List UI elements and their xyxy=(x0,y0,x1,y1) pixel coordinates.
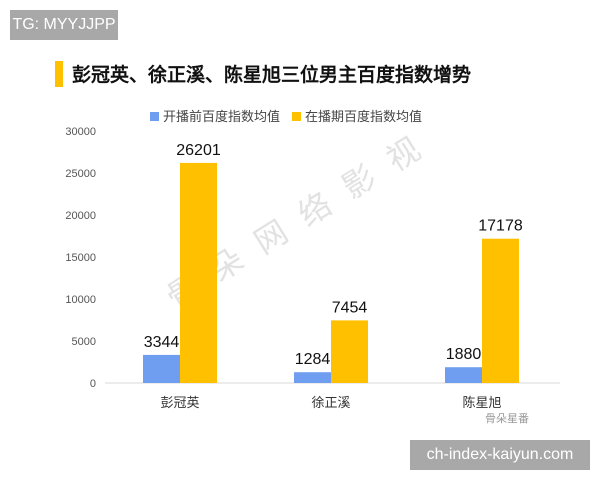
tg-watermark: TG: MYYJJPP xyxy=(10,10,118,40)
data-label: 3344 xyxy=(144,334,180,351)
data-label: 1880 xyxy=(446,346,482,363)
x-tick-label: 彭冠英 xyxy=(160,396,199,411)
bar-before xyxy=(143,354,180,383)
chart-title: 彭冠英、徐正溪、陈星旭三位男主百度指数增势 xyxy=(72,64,472,86)
y-tick-label: 20000 xyxy=(65,210,96,222)
y-tick-label: 10000 xyxy=(65,294,96,306)
x-tick-label: 徐正溪 xyxy=(311,396,350,411)
y-tick-label: 15000 xyxy=(65,252,96,264)
bar-during xyxy=(180,162,217,383)
y-tick-label: 0 xyxy=(90,378,96,390)
legend-item-during: 在播期百度指数均值 xyxy=(292,106,422,125)
y-tick-label: 25000 xyxy=(65,168,96,180)
data-label: 26201 xyxy=(176,142,221,159)
data-label: 17178 xyxy=(478,218,523,235)
bar-during xyxy=(482,238,519,383)
bar-before xyxy=(445,367,482,383)
x-tick-label: 陈星旭 xyxy=(462,395,501,411)
data-label: 7454 xyxy=(332,299,368,316)
title-accent-bar xyxy=(55,61,63,87)
y-tick-label: 30000 xyxy=(65,126,96,138)
site-watermark: ch-index-kaiyun.com xyxy=(410,440,590,470)
legend: 开播前百度指数均值 在播期百度指数均值 xyxy=(150,106,422,125)
legend-item-before: 开播前百度指数均值 xyxy=(150,106,280,125)
bar-during xyxy=(331,320,368,383)
bar-before xyxy=(294,372,331,383)
data-label: 1284 xyxy=(295,351,331,368)
y-tick-label: 5000 xyxy=(72,336,96,348)
brand-logo: 骨朵星番 xyxy=(485,412,529,425)
